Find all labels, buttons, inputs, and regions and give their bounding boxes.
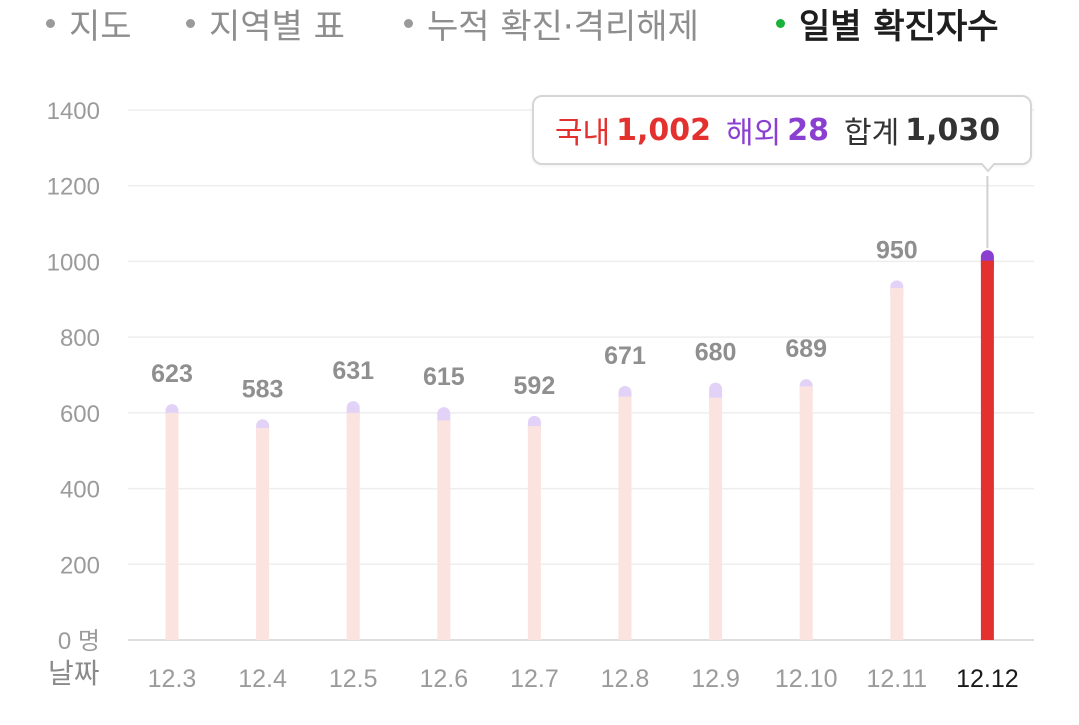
tab-label: 누적 확진·격리해제 [427, 6, 699, 47]
bullet-dot-icon [776, 18, 785, 28]
bar-value-label: 950 [876, 236, 918, 264]
tab-label: 일별 확진자수 [799, 6, 999, 47]
tab-regional-table[interactable]: 지역별 표 [186, 0, 345, 47]
bar-domestic [256, 428, 270, 640]
y-tick-label: 1200 [47, 174, 100, 201]
bar-domestic [527, 426, 541, 640]
bullet-dot-icon [186, 18, 195, 28]
tab-map[interactable]: 지도 [46, 0, 132, 47]
x-tick-label: 12.3 [148, 665, 197, 693]
y-tick-label: 0 명 [58, 628, 100, 655]
bullet-dot-icon [404, 18, 413, 28]
y-tick-label: 800 [60, 325, 100, 352]
tooltip-total-label: 합계 [843, 116, 900, 151]
x-tick-label: 12.8 [601, 665, 650, 693]
x-tick-label: 12.4 [238, 665, 287, 693]
x-tick-label: 12.6 [419, 665, 468, 693]
bullet-dot-icon [46, 18, 55, 28]
x-tick-label: 12.12 [956, 665, 1019, 693]
x-axis-title: 날짜 [48, 657, 100, 690]
tab-daily-cases[interactable]: 일별 확진자수 [776, 0, 999, 47]
y-tick-label: 200 [60, 552, 100, 579]
x-tick-label: 12.10 [775, 665, 838, 693]
y-tick-label: 600 [60, 401, 100, 428]
bar-value-label: 631 [332, 357, 374, 385]
tooltip-domestic-value: 1,002 [616, 112, 712, 148]
bar-domestic [165, 412, 179, 640]
tab-label: 지역별 표 [209, 6, 345, 47]
bar-domestic [346, 412, 360, 640]
y-tick-label: 1400 [47, 98, 100, 125]
tooltip-overseas-label: 해외 [726, 116, 782, 151]
bar-value-label: 680 [695, 339, 737, 367]
x-tick-label: 12.7 [510, 665, 559, 693]
tooltip-overseas-value: 28 [787, 112, 829, 148]
value-tooltip: 국내 1,002 해외 28 합계 1,030 [532, 95, 1032, 165]
x-tick-label: 12.9 [691, 665, 740, 693]
tab-cumulative[interactable]: 누적 확진·격리해제 [404, 0, 699, 47]
bar-value-label: 592 [514, 372, 556, 400]
bar-domestic [709, 397, 723, 640]
tab-bar: 지도 지역별 표 누적 확진·격리해제 일별 확진자수 [0, 0, 1079, 50]
bar-value-label: 671 [604, 342, 646, 370]
tab-label: 지도 [69, 6, 132, 47]
bar-domestic [799, 386, 813, 640]
tooltip-total-value: 1,030 [905, 112, 1001, 148]
bar-domestic [890, 287, 904, 640]
tooltip-pointer-icon [980, 163, 996, 173]
bar-value-label: 615 [423, 363, 465, 391]
x-tick-label: 12.11 [866, 665, 927, 693]
bar-value-label: 583 [242, 375, 284, 403]
x-tick-label: 12.5 [329, 665, 378, 693]
y-tick-label: 1000 [47, 249, 100, 276]
y-tick-label: 400 [60, 477, 100, 504]
bar-value-label: 623 [151, 360, 193, 388]
bar-domestic [980, 260, 994, 640]
bar-domestic [437, 420, 451, 640]
bar-value-label: 689 [785, 335, 827, 363]
tooltip-domestic-label: 국내 [554, 116, 611, 151]
bar-domestic [618, 396, 632, 640]
